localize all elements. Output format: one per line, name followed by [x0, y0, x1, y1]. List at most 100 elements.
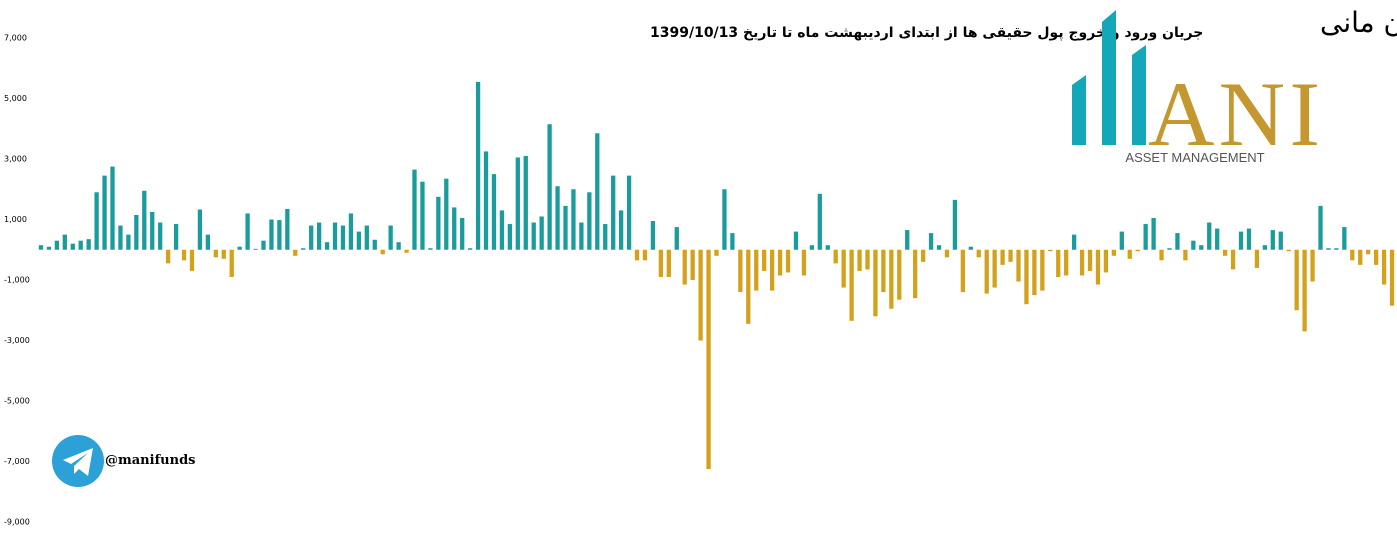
bar	[1040, 249, 1045, 291]
bar	[237, 246, 242, 250]
bar	[722, 189, 727, 250]
bar	[78, 240, 83, 250]
bar	[86, 239, 91, 250]
bar	[1127, 249, 1132, 259]
bar	[245, 213, 250, 250]
bar	[1207, 222, 1212, 250]
bar	[746, 249, 751, 324]
bar	[1135, 249, 1140, 252]
bar	[467, 248, 473, 250]
bar	[952, 199, 958, 250]
bar	[483, 151, 489, 250]
bar	[396, 242, 401, 250]
bar	[189, 249, 195, 271]
bar	[762, 249, 767, 271]
bar	[547, 124, 552, 250]
bar	[889, 249, 894, 309]
bar	[1024, 249, 1029, 305]
bar	[1342, 227, 1347, 250]
bar	[324, 242, 330, 250]
bar	[46, 246, 52, 250]
bar	[126, 234, 131, 250]
bar	[94, 192, 99, 250]
bar	[571, 189, 576, 250]
bar	[1151, 217, 1156, 250]
bar	[634, 249, 640, 261]
bar	[936, 245, 942, 250]
bar	[499, 210, 505, 250]
bar	[595, 133, 600, 250]
bar	[261, 240, 266, 250]
bar	[364, 225, 369, 250]
handle: @manifunds	[105, 453, 195, 468]
bar	[277, 220, 282, 250]
bar	[1048, 249, 1053, 252]
bar	[913, 249, 918, 299]
bar	[1262, 245, 1268, 250]
bar	[452, 207, 457, 250]
bar	[118, 225, 123, 250]
bar	[1016, 249, 1021, 282]
bar	[587, 192, 592, 250]
bar	[356, 231, 362, 250]
bar	[1246, 228, 1252, 250]
bar	[714, 249, 719, 256]
bar	[618, 210, 624, 250]
bar	[54, 240, 60, 250]
bar	[1294, 249, 1299, 311]
bar	[905, 230, 910, 250]
bar	[1071, 234, 1077, 250]
bar	[801, 249, 807, 276]
bar	[793, 231, 799, 250]
bar	[658, 249, 664, 277]
bar	[197, 209, 203, 250]
bar	[205, 234, 211, 250]
brand-subtitle: ASSET MANAGEMENT	[1125, 150, 1264, 165]
bar	[555, 186, 560, 250]
bar	[142, 190, 147, 250]
bar	[539, 216, 544, 250]
bar	[531, 222, 536, 250]
y-tick-label: -9,000	[4, 518, 30, 527]
bar	[976, 249, 981, 258]
y-tick-label: 7,000	[4, 34, 27, 43]
bar	[579, 222, 584, 250]
bar	[181, 249, 187, 261]
bar	[1318, 205, 1323, 250]
bar	[1008, 249, 1013, 262]
bar	[1381, 249, 1387, 285]
bar	[1270, 230, 1275, 250]
bar	[1389, 249, 1395, 306]
bar	[603, 224, 608, 250]
bar	[1199, 245, 1204, 250]
brand-name: سبد گردان مانی	[1320, 6, 1397, 39]
telegram-plane	[63, 448, 93, 476]
bar	[1056, 249, 1061, 277]
bar	[62, 234, 67, 250]
bar	[1334, 248, 1339, 250]
bar	[460, 217, 465, 250]
bar	[857, 249, 862, 271]
bar	[1215, 228, 1220, 250]
bar	[515, 157, 520, 250]
bar	[1032, 249, 1037, 296]
bar	[444, 178, 449, 250]
bar	[412, 169, 417, 250]
bar	[920, 249, 926, 262]
bar	[754, 249, 759, 291]
y-tick-label: -7,000	[4, 457, 30, 466]
bar	[475, 81, 481, 250]
bar	[1079, 249, 1085, 276]
bar	[1350, 249, 1355, 261]
chart-title: جریان ورود و خروج پول حقیقی ها از ابتدای…	[650, 25, 1203, 41]
bar	[642, 249, 648, 261]
bar	[769, 249, 775, 291]
y-tick-label: -1,000	[4, 276, 30, 285]
logo-bar	[1072, 75, 1086, 145]
bar	[1000, 249, 1005, 265]
bar	[102, 175, 107, 250]
bar	[70, 243, 75, 250]
bar	[269, 219, 274, 250]
brand-logo-text: ANI	[1148, 63, 1320, 165]
